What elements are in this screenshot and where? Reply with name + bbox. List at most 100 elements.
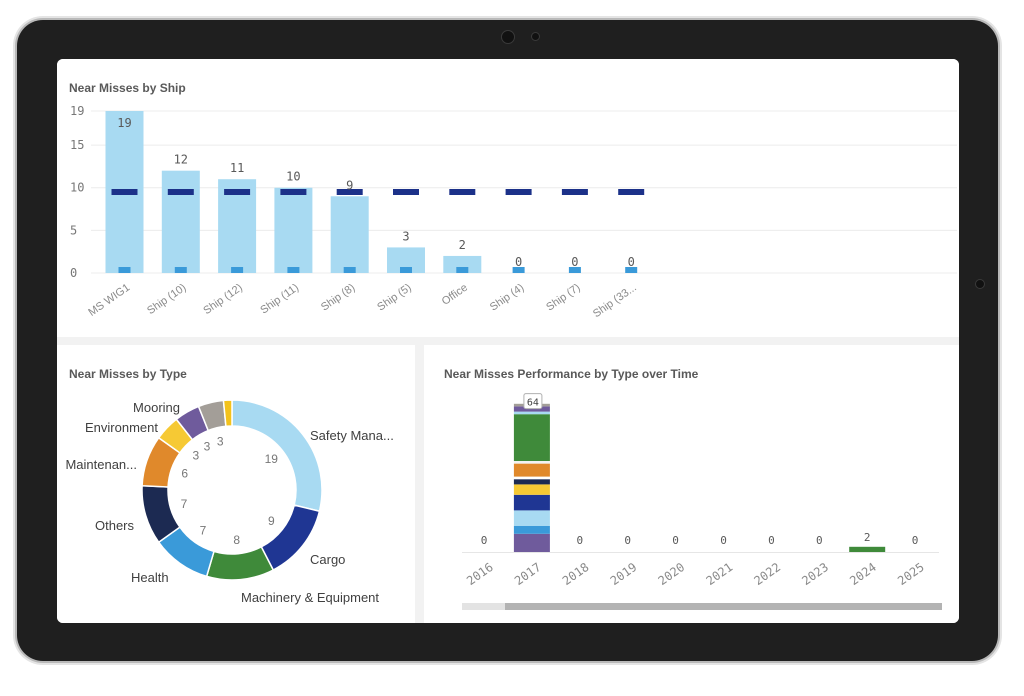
stacked-total-label: 0 [481, 534, 488, 547]
y-tick-label: 0 [70, 266, 77, 280]
stacked-segment [513, 484, 550, 495]
ship-bar-base-marker [456, 267, 469, 273]
donut-slice [205, 545, 275, 581]
stacked-segment [513, 526, 550, 534]
type-donut-chart[interactable]: 19 Safety Mana... 9 Cargo 8 Machinery & Equip… [57, 345, 415, 623]
donut-category-label: Safety Mana... [310, 428, 394, 443]
target-marker [167, 189, 194, 195]
ship-bar-base-marker [568, 267, 581, 273]
target-marker [449, 189, 476, 195]
stacked-total-label: 0 [816, 534, 823, 547]
stacked-segment [513, 463, 550, 477]
ship-category-label: Ship (33... [591, 282, 639, 321]
target-marker [505, 189, 532, 195]
y-tick-label: 10 [70, 181, 84, 195]
ship-value-label: 19 [117, 116, 131, 130]
year-label: 2017 [512, 560, 544, 588]
donut-value-label: 6 [181, 467, 188, 481]
year-label: 2022 [751, 560, 783, 588]
time-chart-panel[interactable]: Near Misses Performance by Type over Tim… [424, 345, 959, 623]
target-marker [336, 189, 363, 195]
ship-bar-base-marker [231, 267, 244, 273]
type-chart-panel[interactable]: Near Misses by Type 19 Safety Mana... 9 Car… [57, 345, 415, 623]
donut-value-label: 3 [204, 440, 211, 454]
donut-value-label: 8 [233, 533, 240, 547]
year-label: 2019 [608, 560, 640, 588]
stacked-segment [513, 533, 550, 552]
stacked-total-label: 0 [912, 534, 919, 547]
donut-category-label: Machinery & Equipment [241, 590, 379, 605]
scrollbar-thumb[interactable] [505, 603, 942, 610]
year-label: 2016 [464, 560, 496, 588]
ship-category-label: Ship (5) [375, 282, 413, 314]
target-marker [224, 189, 251, 195]
ship-bar-base-marker [343, 267, 356, 273]
ship-value-label: 0 [515, 255, 522, 269]
year-label: 2023 [799, 560, 831, 588]
year-label: 2024 [847, 560, 879, 588]
ship-bar-base-marker [174, 267, 187, 273]
donut-value-label: 9 [268, 514, 275, 528]
ship-category-label: Office [440, 282, 470, 308]
ship-bar-base-marker [625, 267, 638, 273]
ship-bar [330, 196, 369, 273]
stacked-segment [513, 479, 550, 485]
year-label: 2018 [560, 560, 592, 588]
stacked-segment [513, 510, 550, 526]
type-chart-title: Near Misses by Type [69, 367, 187, 381]
target-marker [393, 189, 419, 195]
donut-value-label: 7 [200, 524, 207, 538]
donut-value-label: 3 [192, 448, 199, 462]
ship-value-label: 2 [459, 238, 466, 252]
y-tick-label: 5 [70, 223, 77, 237]
dashboard-screen: Near Misses by Ship 0 5 10 15 19 19 MS WIG1 12 S… [57, 59, 959, 623]
camera-sensor [531, 32, 540, 41]
stacked-segment [849, 546, 886, 552]
stacked-segment [513, 411, 550, 415]
ship-bar [443, 255, 482, 273]
ship-value-label: 0 [571, 255, 578, 269]
stacked-segment [513, 476, 550, 480]
ship-bar-base-marker [400, 267, 412, 273]
tablet-power-button [283, 16, 369, 21]
target-marker [618, 189, 645, 195]
donut-category-label: Health [131, 570, 169, 585]
ship-category-label: Ship (7) [544, 282, 582, 314]
horizontal-scrollbar[interactable] [462, 603, 942, 610]
ship-bar-base-marker [118, 267, 131, 273]
ship-category-label: Ship (4) [488, 282, 526, 314]
front-camera [501, 30, 515, 44]
ship-value-label: 0 [628, 255, 635, 269]
time-stacked-chart[interactable]: 0201664201702018020190202002021020220202… [424, 345, 959, 623]
ship-category-label: MS WIG1 [86, 282, 132, 319]
ship-chart-panel[interactable]: Near Misses by Ship 0 5 10 15 19 19 MS WIG1 12 S… [57, 59, 959, 337]
ship-bar [161, 170, 200, 273]
donut-slice [222, 399, 233, 428]
ship-bar-base-marker [287, 267, 300, 273]
stacked-segment [513, 461, 550, 464]
stacked-segment [513, 414, 550, 461]
donut-value-label: 19 [265, 452, 279, 466]
time-chart-title: Near Misses Performance by Type over Tim… [444, 367, 699, 381]
donut-category-label: Environment [85, 420, 158, 435]
ship-category-label: Ship (11) [258, 282, 301, 317]
stacked-total-label: 0 [624, 534, 631, 547]
y-tick-label: 15 [70, 138, 84, 152]
ship-category-label: Ship (10) [145, 282, 188, 317]
year-label: 2020 [656, 560, 688, 588]
donut-category-label: Others [95, 518, 135, 533]
ship-bar [274, 187, 313, 273]
stacked-segment [513, 494, 550, 511]
ship-value-label: 11 [230, 161, 244, 175]
ship-bar-chart[interactable]: 0 5 10 15 19 19 MS WIG1 12 Ship (10) 11 Ship (12) 1… [57, 59, 959, 337]
ship-value-label: 3 [402, 229, 409, 243]
y-tick-label: 19 [70, 104, 84, 118]
stacked-total-label: 64 [527, 398, 539, 409]
donut-value-label: 3 [217, 434, 224, 448]
donut-category-label: Cargo [310, 552, 345, 567]
stacked-total-label: 0 [720, 534, 727, 547]
ship-value-label: 12 [174, 153, 188, 167]
ship-chart-title: Near Misses by Ship [69, 81, 186, 95]
donut-category-label: Mooring [133, 400, 180, 415]
donut-value-label: 7 [181, 497, 188, 511]
